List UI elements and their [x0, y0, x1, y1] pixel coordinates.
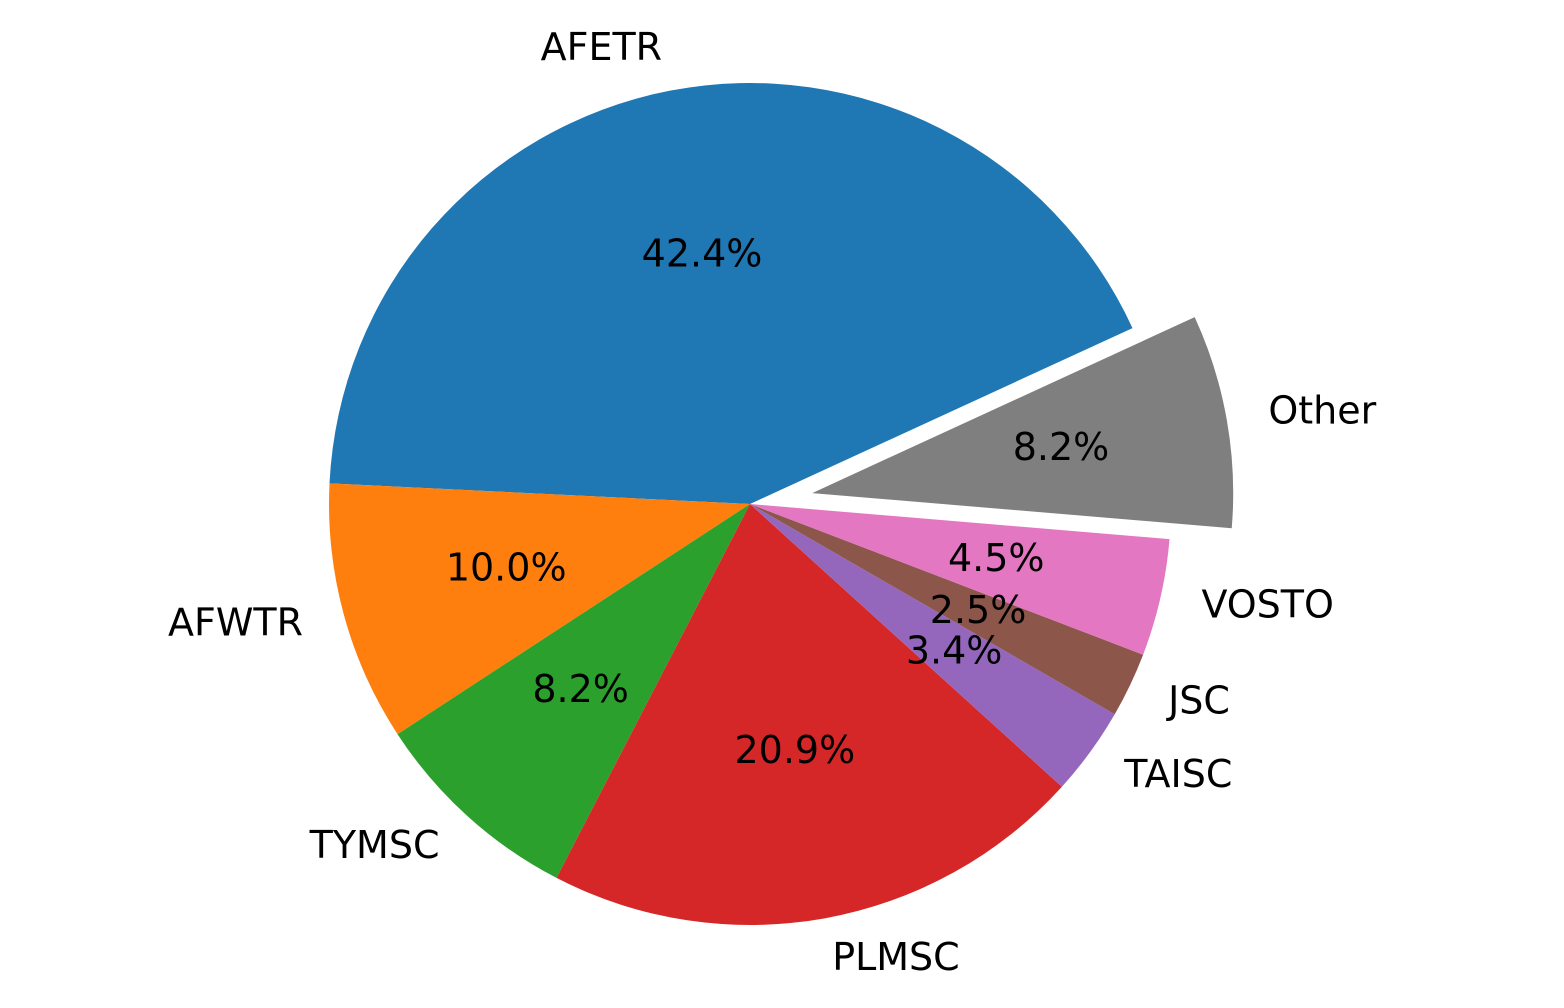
pie-slice-tymsc: [397, 504, 750, 878]
pct-label-taisc: 3.4%: [906, 628, 1003, 672]
slice-label-tymsc: TYMSC: [309, 823, 440, 867]
pie-slice-taisc: [750, 504, 1115, 787]
slice-label-jsc: JSC: [1166, 679, 1230, 723]
slice-label-afwtr: AFWTR: [168, 601, 303, 645]
slice-label-other: Other: [1268, 389, 1376, 433]
slice-label-vosto: VOSTO: [1201, 583, 1333, 627]
pie-slice-other: [812, 317, 1234, 529]
pct-label-plmsc: 20.9%: [734, 728, 855, 772]
slice-label-afetr: AFETR: [541, 25, 662, 69]
pie-slice-plmsc: [556, 504, 1062, 925]
pct-label-afwtr: 10.0%: [446, 546, 567, 590]
slice-label-plmsc: PLMSC: [832, 935, 960, 979]
pie-slice-vosto: [750, 504, 1170, 655]
pie-slice-afetr: [329, 82, 1133, 504]
pct-label-afetr: 42.4%: [642, 231, 763, 275]
pct-label-jsc: 2.5%: [930, 588, 1027, 632]
pie-slices: [329, 82, 1234, 925]
pct-label-tymsc: 8.2%: [532, 667, 629, 711]
pie-slice-jsc: [750, 504, 1144, 715]
pct-label-vosto: 4.5%: [948, 536, 1045, 580]
pie-slice-afwtr: [329, 483, 750, 735]
pct-label-other: 8.2%: [1013, 425, 1110, 469]
pie-labels: AFETR 42.4% AFWTR 10.0% TYMSC 8.2% PLMSC 20.9% T…: [168, 25, 1377, 979]
slice-label-taisc: TAISC: [1123, 752, 1232, 796]
